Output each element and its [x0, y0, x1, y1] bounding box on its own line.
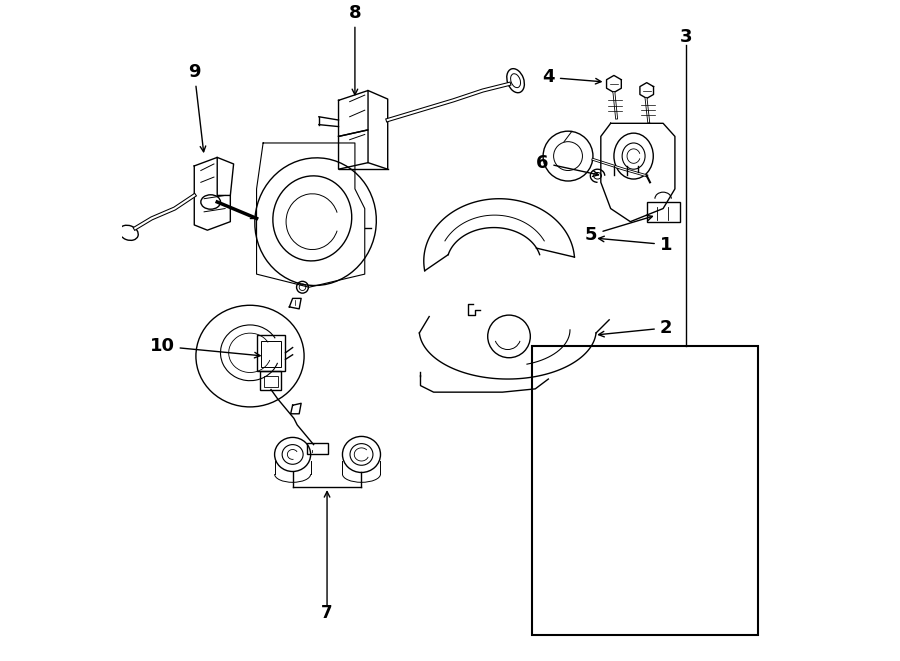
Text: 3: 3	[680, 28, 692, 46]
Text: 4: 4	[543, 68, 601, 87]
Bar	[647, 202, 680, 221]
Text: 10: 10	[149, 337, 260, 358]
Bar	[532, 346, 758, 635]
Bar	[256, 335, 285, 371]
Text: 2: 2	[598, 319, 672, 337]
Text: 5: 5	[585, 215, 652, 244]
Bar	[307, 443, 328, 455]
Text: 7: 7	[321, 603, 333, 621]
Text: 6: 6	[536, 153, 598, 176]
Text: 8: 8	[348, 4, 361, 95]
Bar	[265, 376, 277, 387]
Bar	[261, 341, 281, 368]
Text: 1: 1	[598, 235, 672, 254]
Bar	[260, 371, 282, 389]
Text: 9: 9	[188, 63, 206, 152]
